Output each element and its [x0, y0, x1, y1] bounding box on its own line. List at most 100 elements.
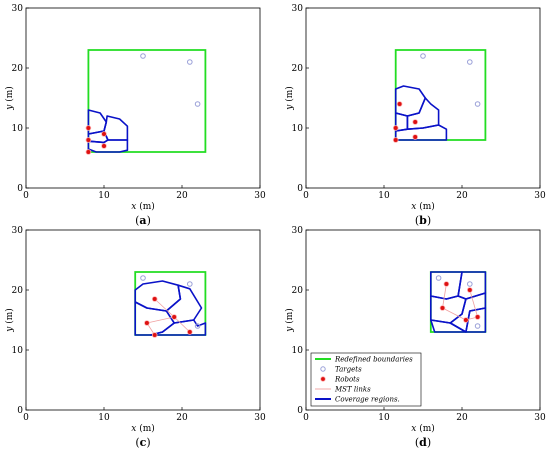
target-point — [474, 101, 481, 107]
y-axis-label: y (m) — [284, 86, 295, 111]
coverage-region — [103, 115, 129, 141]
robot-point — [151, 332, 158, 338]
robot-point — [439, 305, 446, 311]
panel-a: 0 10 20 30 0 10 20 30 x (m) y (m) (a) — [4, 4, 266, 227]
legend-box — [310, 352, 422, 407]
target-point — [140, 275, 146, 281]
robot-point — [463, 317, 469, 323]
target-point — [140, 53, 146, 59]
robot-point — [443, 281, 450, 287]
legend-label: Robots — [334, 376, 360, 384]
legend-target-swatch — [320, 366, 326, 372]
x-tick-label: 30 — [254, 191, 266, 201]
y-tick-label: 0 — [297, 406, 303, 416]
target-point — [187, 281, 193, 287]
legend-label: Targets — [335, 366, 362, 374]
robot-point — [171, 314, 178, 320]
x-axis-label: x (m) — [131, 201, 155, 212]
robot-point — [187, 329, 193, 335]
legend-label: MST links — [334, 386, 371, 394]
target-point — [435, 275, 442, 281]
mst-link — [442, 307, 467, 321]
coverage-region — [87, 139, 129, 153]
robot-point — [85, 137, 92, 143]
robot-point — [101, 143, 107, 149]
mst-link — [469, 289, 478, 318]
x-tick-label: 10 — [378, 413, 390, 423]
target-point — [474, 323, 481, 329]
x-tick-label: 20 — [176, 413, 188, 423]
panel-c: 0 10 20 30 0 10 20 30 x (m) y (m) (c) — [4, 226, 266, 449]
robot-point — [466, 287, 473, 293]
robot-point — [85, 125, 92, 131]
panel-caption: (a) — [135, 214, 151, 227]
robot-point — [412, 134, 419, 140]
x-tick-label: 20 — [456, 191, 468, 201]
x-tick-label: 20 — [456, 413, 468, 423]
y-axis-label: y (m) — [4, 308, 15, 333]
axes-frame — [305, 229, 541, 411]
x-tick-label: 10 — [378, 191, 390, 201]
legend-label: Redefined boundaries — [334, 356, 413, 364]
x-tick-label: 30 — [534, 191, 546, 201]
coverage-region — [429, 295, 467, 324]
y-tick-label: 30 — [292, 226, 304, 236]
y-tick-label: 20 — [292, 64, 304, 74]
mst-link — [146, 316, 175, 324]
target-point — [467, 281, 473, 287]
y-tick-label: 0 — [297, 184, 303, 194]
axes-frame — [25, 229, 261, 411]
y-tick-label: 20 — [12, 64, 24, 74]
legend-label: Coverage regions. — [335, 396, 400, 404]
y-tick-label: 0 — [17, 406, 23, 416]
robot-point — [85, 149, 92, 155]
robot-point — [151, 296, 158, 302]
mst-link — [442, 283, 447, 309]
y-tick-label: 0 — [17, 184, 23, 194]
coverage-region — [465, 307, 487, 333]
y-tick-label: 10 — [12, 346, 24, 356]
x-axis-label: x (m) — [131, 423, 155, 434]
target-point — [420, 53, 426, 59]
y-tick-label: 20 — [12, 286, 24, 296]
panel-b: 0 10 20 30 0 10 20 30 x (m) y (m) (b) — [284, 4, 546, 227]
panel-caption: (b) — [415, 214, 431, 227]
x-tick-label: 20 — [176, 191, 188, 201]
x-tick-label: 10 — [98, 191, 110, 201]
x-tick-label: 0 — [303, 413, 309, 423]
legend-robot-swatch — [320, 376, 326, 382]
coverage-region — [150, 319, 207, 336]
target-point — [467, 59, 473, 65]
target-point — [187, 59, 193, 65]
target-point — [194, 323, 201, 329]
robot-point — [396, 101, 403, 107]
y-tick-label: 30 — [12, 226, 24, 236]
coverage-region — [429, 319, 467, 333]
robot-point — [474, 314, 481, 320]
axes-frame — [25, 7, 261, 189]
panel-caption: (d) — [415, 436, 431, 449]
robot-point — [392, 137, 399, 143]
redefined-boundary — [429, 271, 487, 333]
robot-point — [412, 119, 419, 125]
x-axis-label: x (m) — [411, 201, 435, 212]
x-tick-label: 30 — [254, 413, 266, 423]
coverage-region — [394, 85, 427, 117]
x-tick-label: 0 — [23, 191, 29, 201]
y-axis-label: y (m) — [4, 86, 15, 111]
x-tick-label: 0 — [23, 413, 29, 423]
y-tick-label: 20 — [292, 286, 304, 296]
y-tick-label: 30 — [12, 4, 24, 14]
x-axis-label: x (m) — [411, 423, 435, 434]
panel-d: 0 10 20 30 0 10 20 30 x (m) y (m) (d) Redefined bou… — [284, 226, 546, 449]
mst-link — [173, 316, 191, 333]
y-tick-label: 10 — [12, 124, 24, 134]
axes-frame — [305, 7, 541, 189]
coverage-region — [394, 124, 448, 141]
legend: Redefined boundaries Targets Robots MST lin… — [310, 352, 422, 407]
robot-point — [101, 131, 107, 137]
mst-link — [154, 298, 175, 318]
coverage-region — [134, 280, 182, 312]
y-tick-label: 30 — [292, 4, 304, 14]
